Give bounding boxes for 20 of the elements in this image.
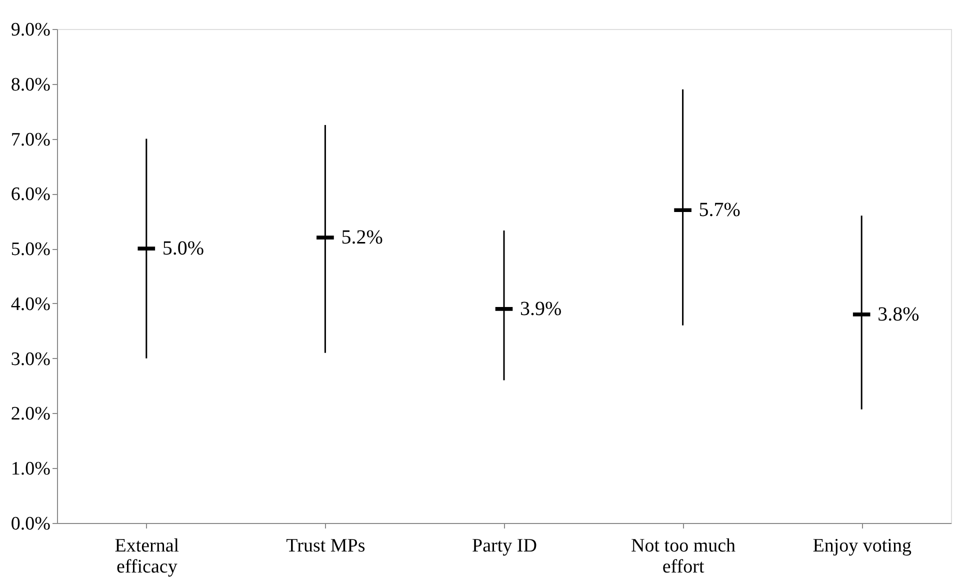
x-tick-label: External efficacy <box>114 536 180 578</box>
y-tick-label: 3.0% <box>10 348 51 370</box>
y-tick-label: 2.0% <box>10 404 51 425</box>
x-tick-label: Enjoy voting <box>812 536 912 556</box>
x-tick-label: Not too much effort <box>631 536 736 578</box>
y-tick-label: 1.0% <box>10 458 51 480</box>
data-label: 5.2% <box>341 226 383 249</box>
data-label: 5.0% <box>162 238 204 260</box>
data-label: 3.8% <box>878 303 920 326</box>
y-tick-label: 0.0% <box>10 514 51 534</box>
y-tick-label: 9.0% <box>10 20 51 40</box>
data-label: 5.7% <box>698 199 740 222</box>
y-tick-label: 8.0% <box>10 74 51 96</box>
data-label: 3.9% <box>520 298 562 320</box>
y-tick-label: 6.0% <box>10 184 51 206</box>
x-tick-label: Trust MPs <box>286 536 366 556</box>
y-tick-label: 7.0% <box>10 129 51 150</box>
y-tick-label: 4.0% <box>10 294 51 315</box>
x-tick-label: Party ID <box>472 536 537 556</box>
y-tick-label: 5.0% <box>10 239 51 260</box>
